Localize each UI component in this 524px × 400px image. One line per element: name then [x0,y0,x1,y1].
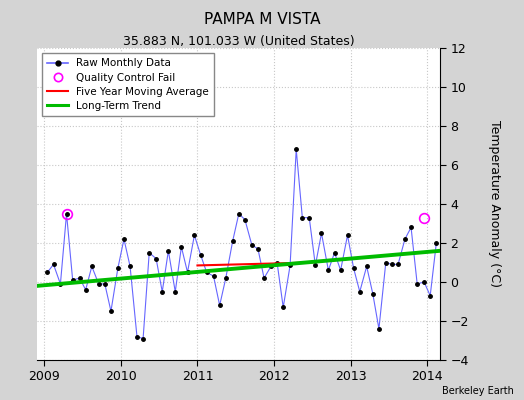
Text: Berkeley Earth: Berkeley Earth [442,386,514,396]
Text: PAMPA M VISTA: PAMPA M VISTA [204,12,320,27]
Title: 35.883 N, 101.033 W (United States): 35.883 N, 101.033 W (United States) [123,35,354,48]
Y-axis label: Temperature Anomaly (°C): Temperature Anomaly (°C) [488,120,501,288]
Legend: Raw Monthly Data, Quality Control Fail, Five Year Moving Average, Long-Term Tren: Raw Monthly Data, Quality Control Fail, … [42,53,214,116]
